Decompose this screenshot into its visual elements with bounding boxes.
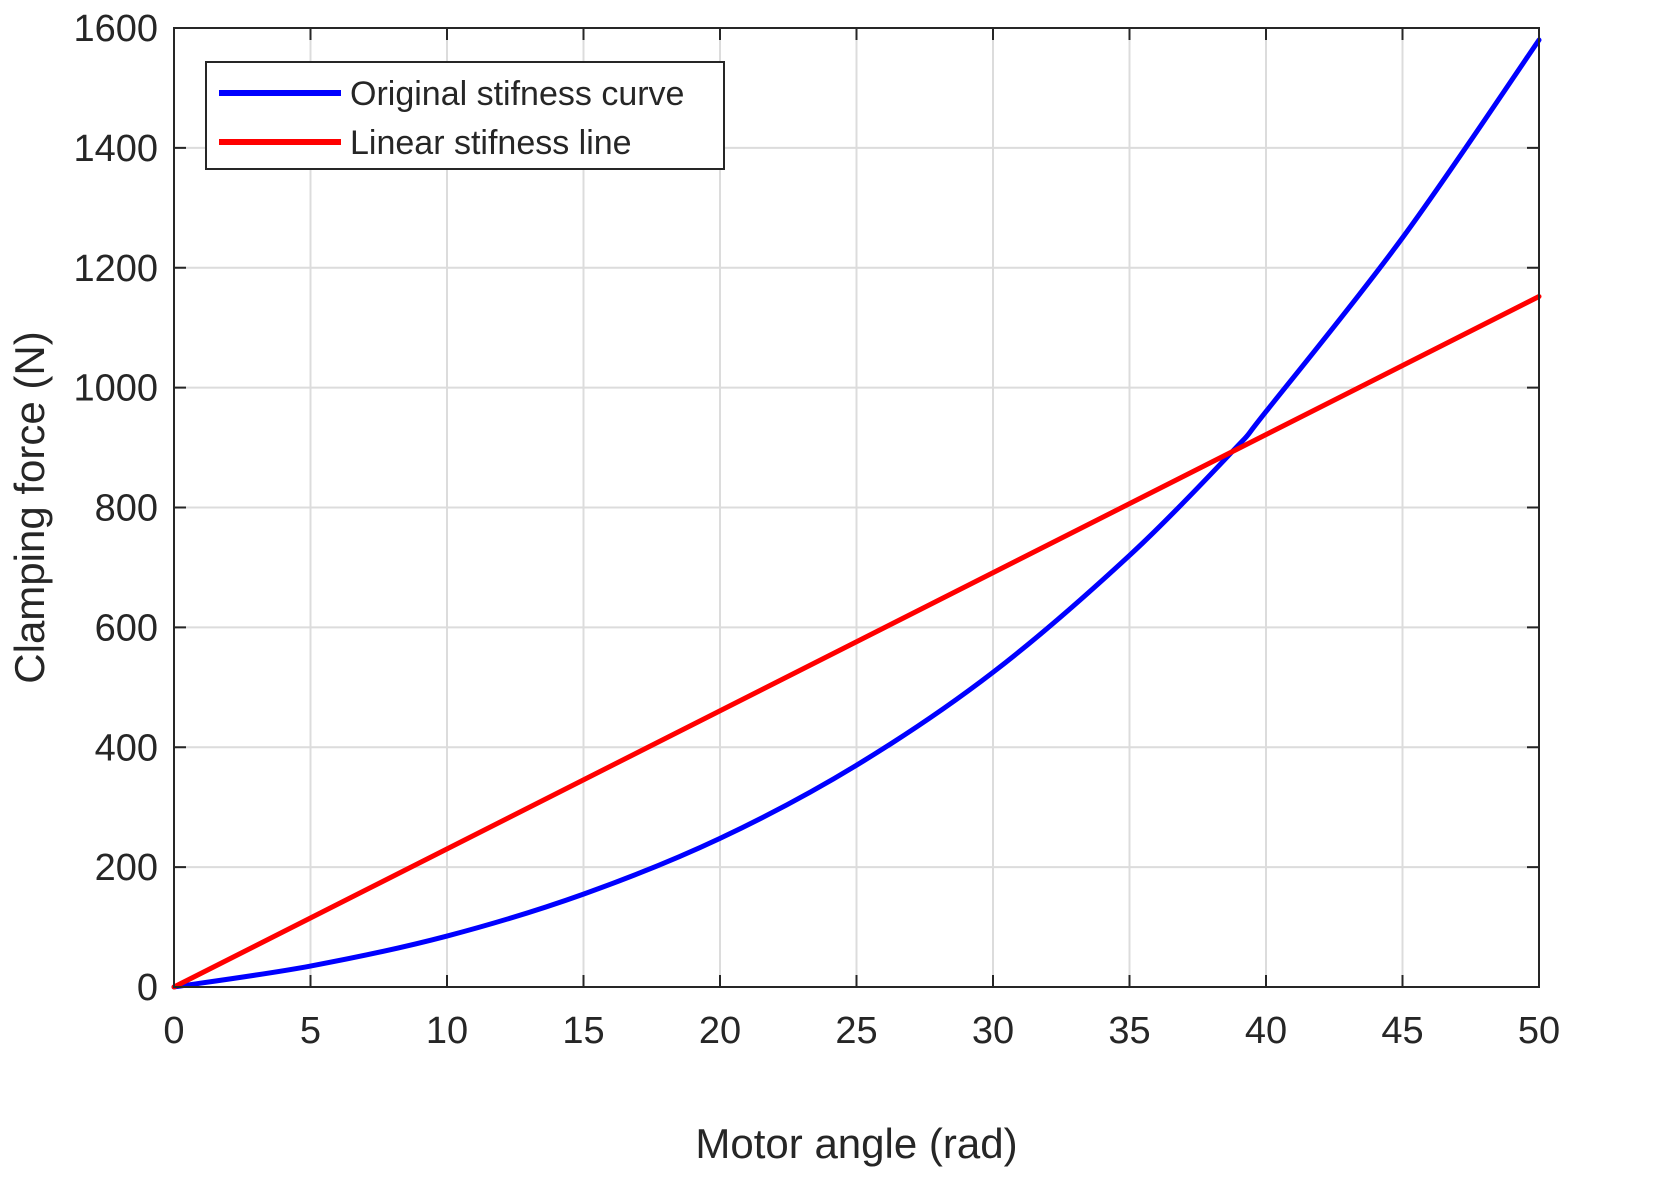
- y-tick-label: 400: [95, 727, 158, 769]
- x-tick-label: 50: [1518, 1010, 1560, 1052]
- x-tick-label: 10: [426, 1010, 468, 1052]
- x-tick-label: 40: [1245, 1010, 1287, 1052]
- x-tick-label: 0: [163, 1010, 184, 1052]
- grid: [174, 28, 1539, 987]
- x-tick-label: 35: [1108, 1010, 1150, 1052]
- legend-label-linear: Linear stifness line: [350, 124, 632, 162]
- x-tick-label: 45: [1381, 1010, 1423, 1052]
- y-tick-label: 200: [95, 847, 158, 889]
- series-line-original: [171, 37, 1542, 990]
- y-tick-label: 1200: [73, 248, 158, 290]
- series-layer: [171, 37, 1542, 990]
- y-tick-label: 800: [95, 488, 158, 530]
- x-tick-label: 20: [699, 1010, 741, 1052]
- legend-label-original: Original stifness curve: [350, 75, 684, 113]
- y-tick-label: 600: [95, 607, 158, 649]
- x-tick-label: 30: [972, 1010, 1014, 1052]
- y-axis-label: Clamping force (N): [6, 331, 53, 683]
- x-axis-label: Motor angle (rad): [695, 1120, 1017, 1167]
- x-tick-label: 15: [562, 1010, 604, 1052]
- y-tick-label: 1600: [73, 8, 158, 50]
- axis-ticks: 0 5 10 15 20 25 30 35 40 45 50 0 200 400 600 800 1000 120…: [73, 8, 1560, 1052]
- series-line-linear: [171, 294, 1542, 990]
- x-tick-label: 25: [835, 1010, 877, 1052]
- y-tick-label: 1400: [73, 128, 158, 170]
- legend-box: [205, 61, 725, 170]
- y-tick-label: 1000: [73, 368, 158, 410]
- y-tick-label: 0: [137, 967, 158, 1009]
- x-tick-label: 5: [300, 1010, 321, 1052]
- legend: Original stifness curve Linear stifness …: [205, 61, 725, 170]
